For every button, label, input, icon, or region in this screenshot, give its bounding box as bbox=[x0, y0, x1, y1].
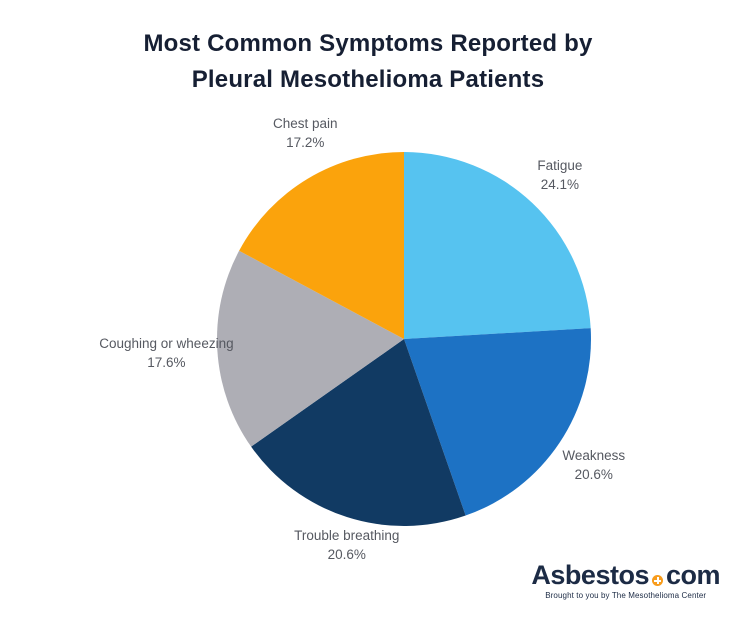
branding-block: Asbestos com Brought to you by The Mesot… bbox=[531, 560, 720, 601]
pie-slice-chest-pain bbox=[239, 152, 404, 339]
plus-circle-icon bbox=[651, 575, 663, 586]
pie-slice-trouble-breathing bbox=[251, 339, 466, 526]
chart-title-line-2: Pleural Mesothelioma Patients bbox=[191, 66, 545, 93]
logo-tagline: Brought to you by The Mesothelioma Cente… bbox=[545, 591, 707, 600]
logo-text-suffix: com bbox=[665, 560, 721, 590]
chart-title: Most Common Symptoms Reported by Pleural… bbox=[0, 26, 736, 98]
pie-slice-weakness bbox=[404, 328, 591, 516]
asbestos-logo: Asbestos com bbox=[531, 560, 720, 590]
logo-text-main: Asbestos bbox=[531, 560, 649, 590]
pie-slice-fatigue bbox=[404, 152, 591, 339]
pie-slice-coughing-or-wheezing bbox=[217, 250, 404, 447]
chart-title-line-1: Most Common Symptoms Reported by bbox=[143, 30, 593, 57]
